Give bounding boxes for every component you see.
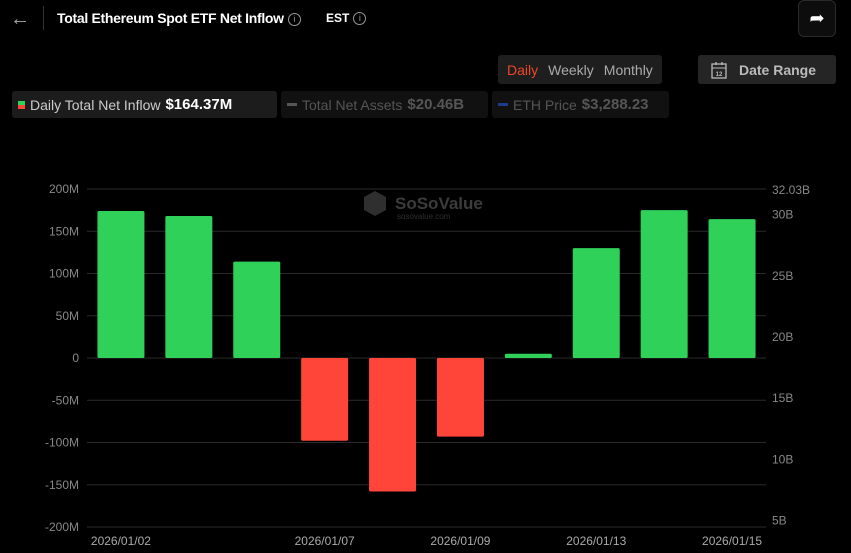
legend-value: $164.37M	[165, 96, 233, 113]
y-tick-label: 0	[72, 351, 79, 365]
bar[interactable]	[369, 358, 417, 492]
legend-eth-price[interactable]: ETH Price $3,288.23	[492, 91, 669, 118]
legend-total-net-assets[interactable]: Total Net Assets $20.46B	[281, 91, 488, 118]
period-selector: Daily Weekly Monthly	[498, 55, 662, 84]
legend-swatch	[18, 100, 25, 109]
legend-daily-net-inflow[interactable]: Daily Total Net Inflow $164.37M	[12, 91, 277, 118]
y2-tick-label: 20B	[772, 330, 793, 344]
x-tick-label: 2026/01/07	[295, 534, 355, 548]
legend-value: $3,288.23	[581, 96, 649, 113]
tab-monthly[interactable]: Monthly	[603, 61, 653, 78]
share-button[interactable]: ➦	[798, 0, 836, 37]
y-tick-label: 100M	[49, 267, 79, 281]
calendar-icon: 12	[711, 61, 727, 79]
x-tick-label: 2026/01/13	[566, 534, 626, 548]
bar[interactable]	[301, 358, 349, 441]
info-icon[interactable]: i	[353, 12, 367, 26]
y-tick-label: 50M	[56, 309, 79, 323]
bar[interactable]	[708, 219, 756, 358]
bar[interactable]	[233, 261, 281, 358]
bar[interactable]	[436, 358, 484, 437]
date-range-label: Date Range	[739, 61, 817, 78]
back-button[interactable]: ←	[10, 8, 30, 30]
calendar-day: 12	[716, 72, 723, 78]
timezone-text: EST	[326, 11, 350, 25]
y2-tick-label: 10B	[772, 452, 793, 466]
y-tick-label: -200M	[45, 520, 79, 534]
y-tick-label: -100M	[45, 436, 79, 450]
y-tick-label: 200M	[49, 182, 79, 196]
y2-tick-label: 32.03B	[772, 183, 810, 197]
date-range-button[interactable]: 12 Date Range	[698, 55, 836, 84]
watermark: SoSoValue sosovalue.com	[364, 191, 483, 221]
title-text: Total Ethereum Spot ETF Net Inflow	[57, 10, 284, 26]
legend-swatch	[287, 103, 297, 106]
y-tick-label: -150M	[45, 478, 79, 492]
divider	[43, 6, 44, 30]
legend-label: Total Net Assets	[302, 96, 403, 113]
y2-tick-label: 30B	[772, 208, 793, 222]
legend-label: Daily Total Net Inflow	[30, 96, 161, 113]
share-icon: ➦	[809, 8, 825, 28]
y-tick-label: 150M	[49, 224, 79, 238]
y2-tick-label: 25B	[772, 269, 793, 283]
bar[interactable]	[640, 210, 688, 358]
watermark-site: sosovalue.com	[397, 212, 451, 221]
bar[interactable]	[165, 216, 213, 358]
bar[interactable]	[97, 210, 145, 358]
x-tick-label: 2026/01/09	[430, 534, 490, 548]
bar[interactable]	[572, 248, 620, 358]
timezone-label: EST i	[326, 11, 367, 26]
tab-daily[interactable]: Daily	[507, 61, 539, 78]
x-tick-label: 2026/01/15	[702, 534, 762, 548]
legend-label: ETH Price	[513, 96, 577, 113]
tab-weekly[interactable]: Weekly	[548, 61, 594, 78]
legend-value: $20.46B	[407, 96, 465, 113]
page-title: Total Ethereum Spot ETF Net Inflow i	[57, 10, 301, 26]
info-icon[interactable]: i	[287, 12, 301, 26]
legend-swatch	[498, 103, 508, 106]
y2-tick-label: 5B	[772, 514, 787, 528]
y2-tick-label: 15B	[772, 391, 793, 405]
y-tick-label: -50M	[52, 393, 79, 407]
bar[interactable]	[504, 353, 552, 358]
x-tick-label: 2026/01/02	[91, 534, 151, 548]
watermark-brand: SoSoValue	[395, 194, 483, 213]
